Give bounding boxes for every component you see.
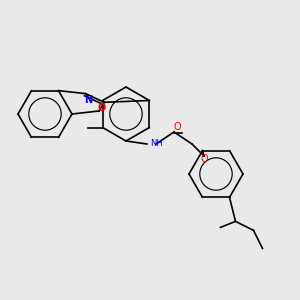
Text: O: O — [200, 154, 208, 164]
Text: O: O — [173, 122, 181, 133]
Text: N: N — [84, 94, 93, 105]
Text: NH: NH — [150, 140, 163, 148]
Text: O: O — [98, 103, 106, 113]
